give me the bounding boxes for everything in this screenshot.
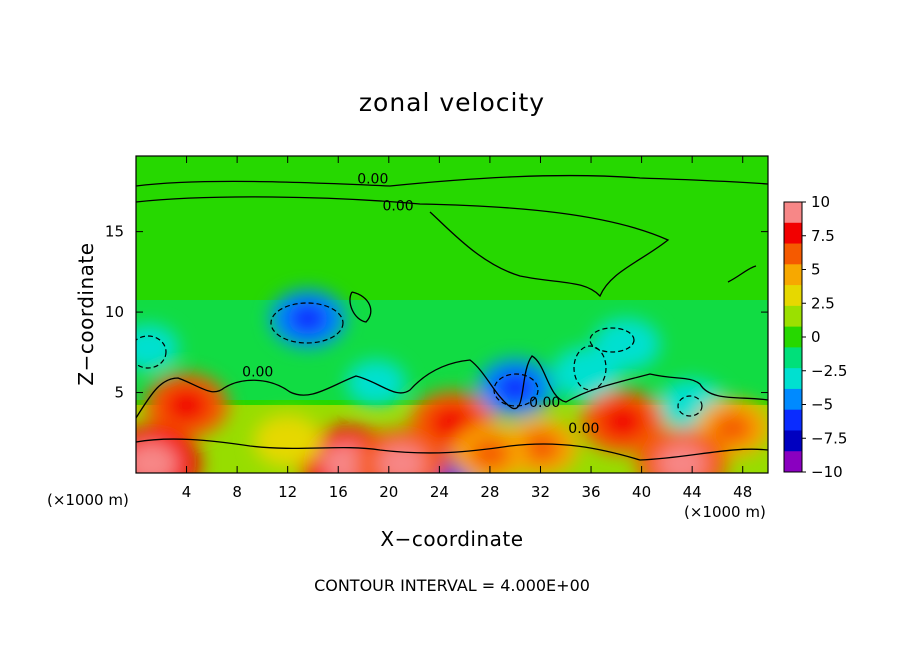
- x-unit-right: (×1000 m): [684, 503, 766, 521]
- positive-anomaly: [253, 414, 322, 467]
- velocity-field: 0.00 0.00 0.00 0.00 0.00: [136, 156, 768, 473]
- anomaly-core: [494, 371, 536, 404]
- negative-contour: [677, 395, 703, 417]
- anomaly-core: [287, 302, 329, 335]
- y-tick-label: 15: [105, 223, 124, 241]
- x-tick-label: 32: [531, 483, 550, 501]
- anomaly-core: [712, 411, 753, 444]
- negative-contour-lines: [136, 302, 703, 417]
- colorbar-segment: [784, 264, 802, 286]
- contour-label: 0.00: [242, 364, 273, 380]
- colorbar-segment: [784, 326, 802, 348]
- contour-label: 0.00: [529, 395, 560, 411]
- y-tick-label: 10: [105, 303, 124, 321]
- negative-contour: [136, 335, 167, 369]
- colorbar-segment: [784, 285, 802, 307]
- colorbar-tick-label: −2.5: [811, 362, 847, 380]
- colorbar-segment: [784, 347, 802, 369]
- anomaly-core: [164, 387, 209, 424]
- colorbar-segment: [784, 202, 802, 224]
- contour-lines: [136, 174, 768, 461]
- x-tick-label: 4: [182, 483, 192, 501]
- x-tick-label: 8: [232, 483, 242, 501]
- anomaly-core: [469, 437, 511, 470]
- x-tick-label: 24: [430, 483, 449, 501]
- colorbar-tick-label: −10: [811, 463, 843, 481]
- x-axis-label: X−coordinate: [380, 527, 524, 551]
- negative-contour: [573, 345, 607, 391]
- x-tick-label: 48: [733, 483, 752, 501]
- negative-contour: [270, 302, 344, 344]
- x-tick-label: 36: [581, 483, 600, 501]
- anomaly-core: [657, 444, 707, 473]
- anomaly-core: [520, 431, 561, 464]
- chart-title: zonal velocity: [358, 88, 546, 117]
- colorbar-tick-label: 7.5: [811, 227, 835, 245]
- colorbar-segment: [784, 222, 802, 245]
- y-tick-label: 5: [114, 384, 124, 402]
- x-tick-label: 44: [683, 483, 702, 501]
- contour-line: [136, 355, 768, 419]
- x-axis-ticks: 4 8 12 16 20 24 28 32 36 40 44 48: [182, 156, 752, 501]
- negative-contour: [493, 373, 539, 407]
- x-tick-label: 20: [379, 483, 398, 501]
- contour-label: 0.00: [382, 199, 413, 215]
- negative-anomaly: [136, 324, 179, 371]
- x-tick-label: 12: [278, 483, 297, 501]
- colorbar-segment: [784, 451, 802, 473]
- contour-label: 0.00: [357, 171, 388, 187]
- y-axis-ticks: 5 10 15: [105, 223, 768, 402]
- colorbar: 10 7.5 5 2.5 0 −2.5 −5 −7.5 −10: [783, 193, 847, 481]
- field-midband: [136, 300, 768, 400]
- colorbar-segment: [784, 409, 802, 431]
- anomaly-core: [600, 403, 646, 440]
- contour-line: [136, 174, 768, 187]
- contour-line: [727, 265, 757, 283]
- contour-interval-note: CONTOUR INTERVAL = 4.000E+00: [314, 576, 590, 595]
- colorbar-tick-label: 2.5: [811, 294, 835, 312]
- x-tick-label: 28: [480, 483, 499, 501]
- x-tick-label: 40: [632, 483, 651, 501]
- colorbar-tick-label: 0: [811, 328, 821, 346]
- x-unit-left: (×1000 m): [47, 491, 129, 509]
- plot-frame: [135, 155, 769, 474]
- colorbar-segment: [784, 368, 802, 390]
- y-axis-label: Z−coordinate: [74, 242, 98, 386]
- colorbar-tick-label: 5: [811, 261, 821, 279]
- anomaly-core: [136, 442, 178, 473]
- colorbar-segment: [784, 388, 802, 411]
- colorbar-tick-label: −7.5: [811, 429, 847, 447]
- colorbar-segment: [784, 430, 802, 452]
- contour-line: [136, 438, 768, 461]
- x-tick-label: 16: [329, 483, 348, 501]
- contour-line: [349, 291, 372, 323]
- colorbar-segment: [784, 305, 802, 328]
- colorbar-tick-label: 10: [811, 193, 830, 211]
- anomaly-core: [429, 405, 475, 441]
- negative-contour: [589, 327, 635, 353]
- colorbar-tick-label: −5: [811, 396, 833, 414]
- contour-label: 0.00: [568, 421, 599, 437]
- negative-anomaly: [346, 359, 407, 406]
- contour-line: [136, 196, 670, 298]
- colorbar-segment: [784, 243, 802, 265]
